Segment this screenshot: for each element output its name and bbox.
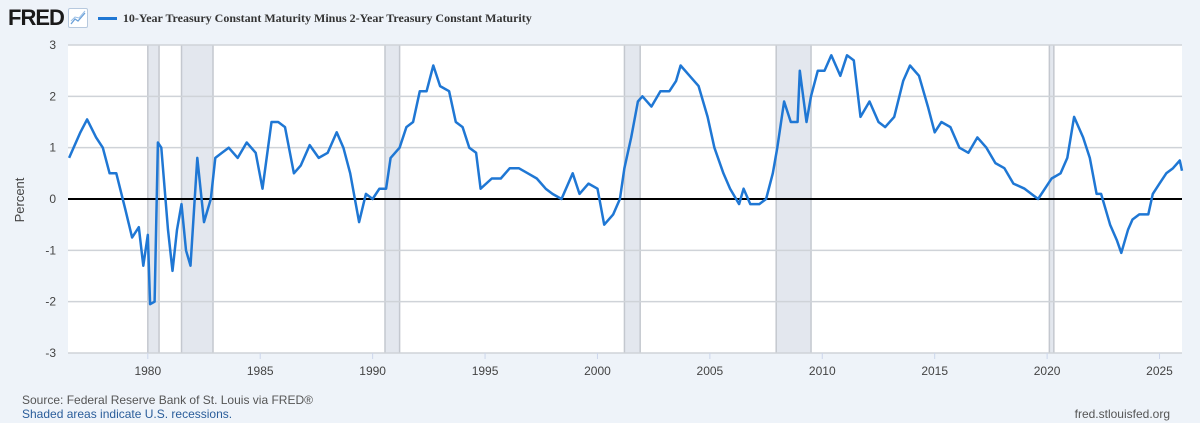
chart-header: FRED 10-Year Treasury Constant Maturity … [8,4,532,32]
fred-logo: FRED [8,5,65,30]
x-tick-label: 2020 [1034,364,1061,378]
chart-line-icon [67,8,88,28]
x-tick-label: 2000 [584,364,611,378]
x-tick-label: 1990 [359,364,386,378]
x-tick-label: 2015 [921,364,948,378]
x-tick-label: 2005 [697,364,724,378]
series-title: 10-Year Treasury Constant Maturity Minus… [122,10,532,25]
x-tick-label: 2010 [809,364,836,378]
y-axis-label: Percent [12,177,27,222]
y-tick-label: 2 [49,89,56,103]
fred-site-link[interactable]: fred.stlouisfed.org [1074,407,1170,421]
y-tick-label: 1 [49,141,56,155]
y-tick-label: -3 [45,346,56,360]
y-tick-label: -1 [45,243,56,257]
x-tick-label: 1985 [247,364,274,378]
x-tick-label: 1995 [472,364,499,378]
source-note: Source: Federal Reserve Bank of St. Loui… [22,393,313,407]
x-tick-label: 2025 [1146,364,1173,378]
legend-swatch [97,16,117,20]
x-tick-label: 1980 [134,364,161,378]
y-tick-label: -2 [45,295,56,309]
y-tick-label: 3 [49,38,56,52]
series-line [67,54,1184,306]
recession-note[interactable]: Shaded areas indicate U.S. recessions. [22,407,233,421]
y-tick-label: 0 [49,192,56,206]
